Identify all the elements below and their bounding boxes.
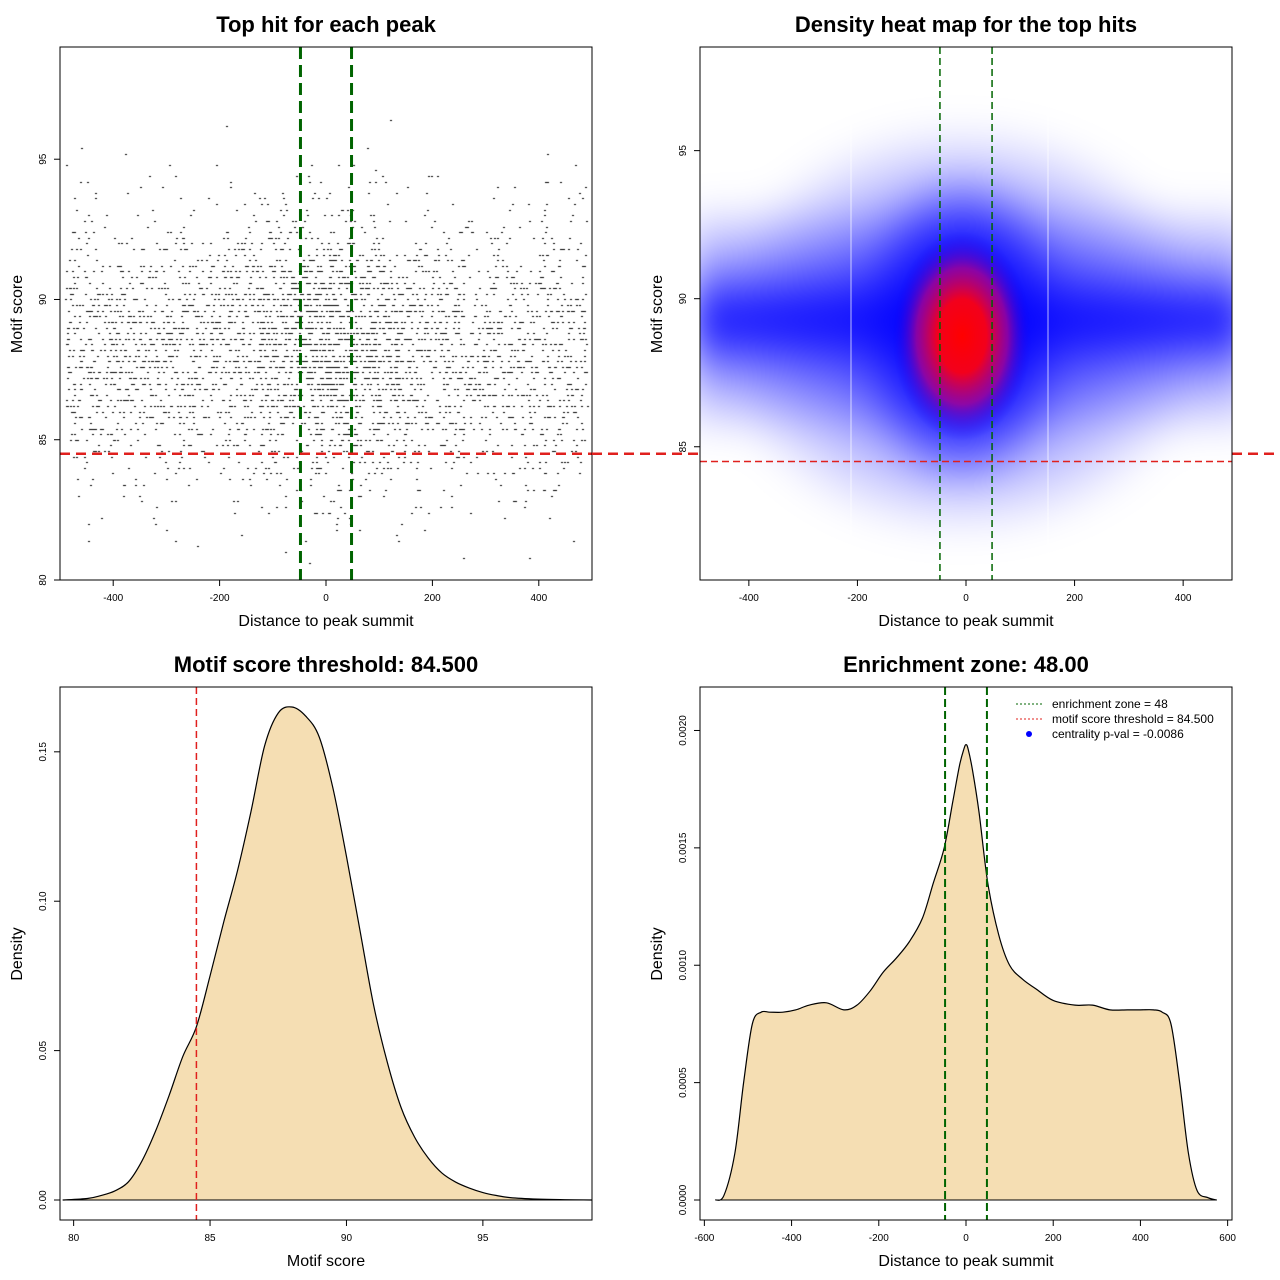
chart-title: Top hit for each peak <box>216 12 436 37</box>
score-density-panel: Motif score threshold: 84.500 80 85 90 95 0… <box>9 652 593 1270</box>
density-fill <box>62 706 592 1200</box>
y-axis-title: Density <box>649 927 666 980</box>
y-tick-label: 0.0010 <box>678 950 689 981</box>
y-axis: 0.0000 0.0005 0.0010 0.0015 0.0020 <box>678 715 700 1215</box>
x-axis: -400 -200 0 200 400 <box>739 580 1192 604</box>
x-tick-label: -200 <box>869 1233 889 1244</box>
legend-label-centrality: centrality p-val = -0.0086 <box>1052 727 1184 741</box>
x-tick-label: 80 <box>68 1233 80 1244</box>
density-fill <box>715 744 1217 1201</box>
x-tick-label: -200 <box>210 593 230 604</box>
x-axis-title: Distance to peak summit <box>238 613 414 630</box>
x-tick-label: 0 <box>963 1233 969 1244</box>
reference-lines <box>700 47 1232 580</box>
x-tick-label: 85 <box>204 1233 216 1244</box>
density-area <box>62 687 592 1220</box>
x-axis-title: Distance to peak summit <box>878 1253 1054 1270</box>
distance-density-panel: Enrichment zone: 48.00 -600 -400 -200 0 200 4… <box>649 652 1236 1270</box>
y-tick-label: 0.0015 <box>678 832 689 863</box>
x-axis: -400 -200 0 200 400 <box>103 580 548 604</box>
x-tick-label: 90 <box>341 1233 353 1244</box>
y-tick-label: 95 <box>678 145 689 157</box>
scatter-points <box>60 47 592 580</box>
x-tick-label: 400 <box>1175 593 1192 604</box>
density-area <box>714 687 1217 1220</box>
density-curve <box>62 706 592 1201</box>
y-tick-label: 95 <box>38 153 49 165</box>
legend-label-score-threshold: motif score threshold = 84.500 <box>1052 712 1214 726</box>
x-axis-title: Distance to peak summit <box>878 613 1054 630</box>
legend-label-enrichment-zone: enrichment zone = 48 <box>1052 697 1168 711</box>
y-tick-label: 90 <box>38 293 49 305</box>
y-tick-label: 0.0005 <box>678 1067 689 1098</box>
legend: enrichment zone = 48 motif score thresho… <box>1016 697 1214 741</box>
y-axis: 80 85 90 95 <box>38 153 60 586</box>
y-tick-label: 0.15 <box>38 742 49 762</box>
legend-swatch-centrality <box>1026 731 1032 737</box>
y-tick-label: 85 <box>38 434 49 446</box>
density-curve <box>714 743 1217 1201</box>
x-tick-label: -400 <box>782 1233 802 1244</box>
heatmap-panel: Density heat map for the top hits -400 -2… <box>649 12 1233 630</box>
y-tick-label: 80 <box>38 574 49 586</box>
x-tick-label: -200 <box>847 593 867 604</box>
chart-title: Enrichment zone: 48.00 <box>843 652 1089 677</box>
x-tick-label: -400 <box>739 593 759 604</box>
heatmap-field <box>700 47 1232 580</box>
x-axis: 80 85 90 95 <box>68 1220 489 1244</box>
x-tick-label: -600 <box>694 1233 714 1244</box>
y-axis: 85 90 95 <box>678 145 700 453</box>
scatter-points-layer <box>60 47 592 580</box>
x-tick-label: 0 <box>963 593 969 604</box>
chart-title: Motif score threshold: 84.500 <box>174 652 478 677</box>
x-tick-label: 200 <box>1045 1233 1062 1244</box>
y-tick-label: 85 <box>678 441 689 453</box>
scatter-panel: Top hit for each peak -400 -200 0 200 400 80… <box>9 12 1280 630</box>
x-axis: -600 -400 -200 0 200 400 600 <box>694 1220 1236 1244</box>
chart-title: Density heat map for the top hits <box>795 12 1137 37</box>
y-axis-title: Motif score <box>9 275 26 353</box>
x-tick-label: 95 <box>477 1233 489 1244</box>
x-tick-label: 400 <box>530 593 547 604</box>
x-tick-label: 400 <box>1132 1233 1149 1244</box>
y-tick-label: 90 <box>678 293 689 305</box>
x-tick-label: -400 <box>103 593 123 604</box>
y-tick-label: 0.10 <box>38 891 49 911</box>
heatmap-peak <box>892 231 1032 441</box>
reference-lines <box>60 47 592 580</box>
x-tick-label: 200 <box>424 593 441 604</box>
y-axis-title: Motif score <box>649 275 666 353</box>
y-axis: 0.00 0.05 0.10 0.15 <box>38 742 60 1210</box>
x-tick-label: 0 <box>323 593 329 604</box>
y-tick-label: 0.00 <box>38 1190 49 1210</box>
x-axis-title: Motif score <box>287 1253 365 1270</box>
y-tick-label: 0.0000 <box>678 1184 689 1215</box>
y-tick-label: 0.0020 <box>678 715 689 746</box>
plot-frame <box>59 686 593 1221</box>
y-axis-title: Density <box>9 927 26 980</box>
x-tick-label: 200 <box>1066 593 1083 604</box>
x-tick-label: 600 <box>1219 1233 1236 1244</box>
y-tick-label: 0.05 <box>38 1040 49 1060</box>
